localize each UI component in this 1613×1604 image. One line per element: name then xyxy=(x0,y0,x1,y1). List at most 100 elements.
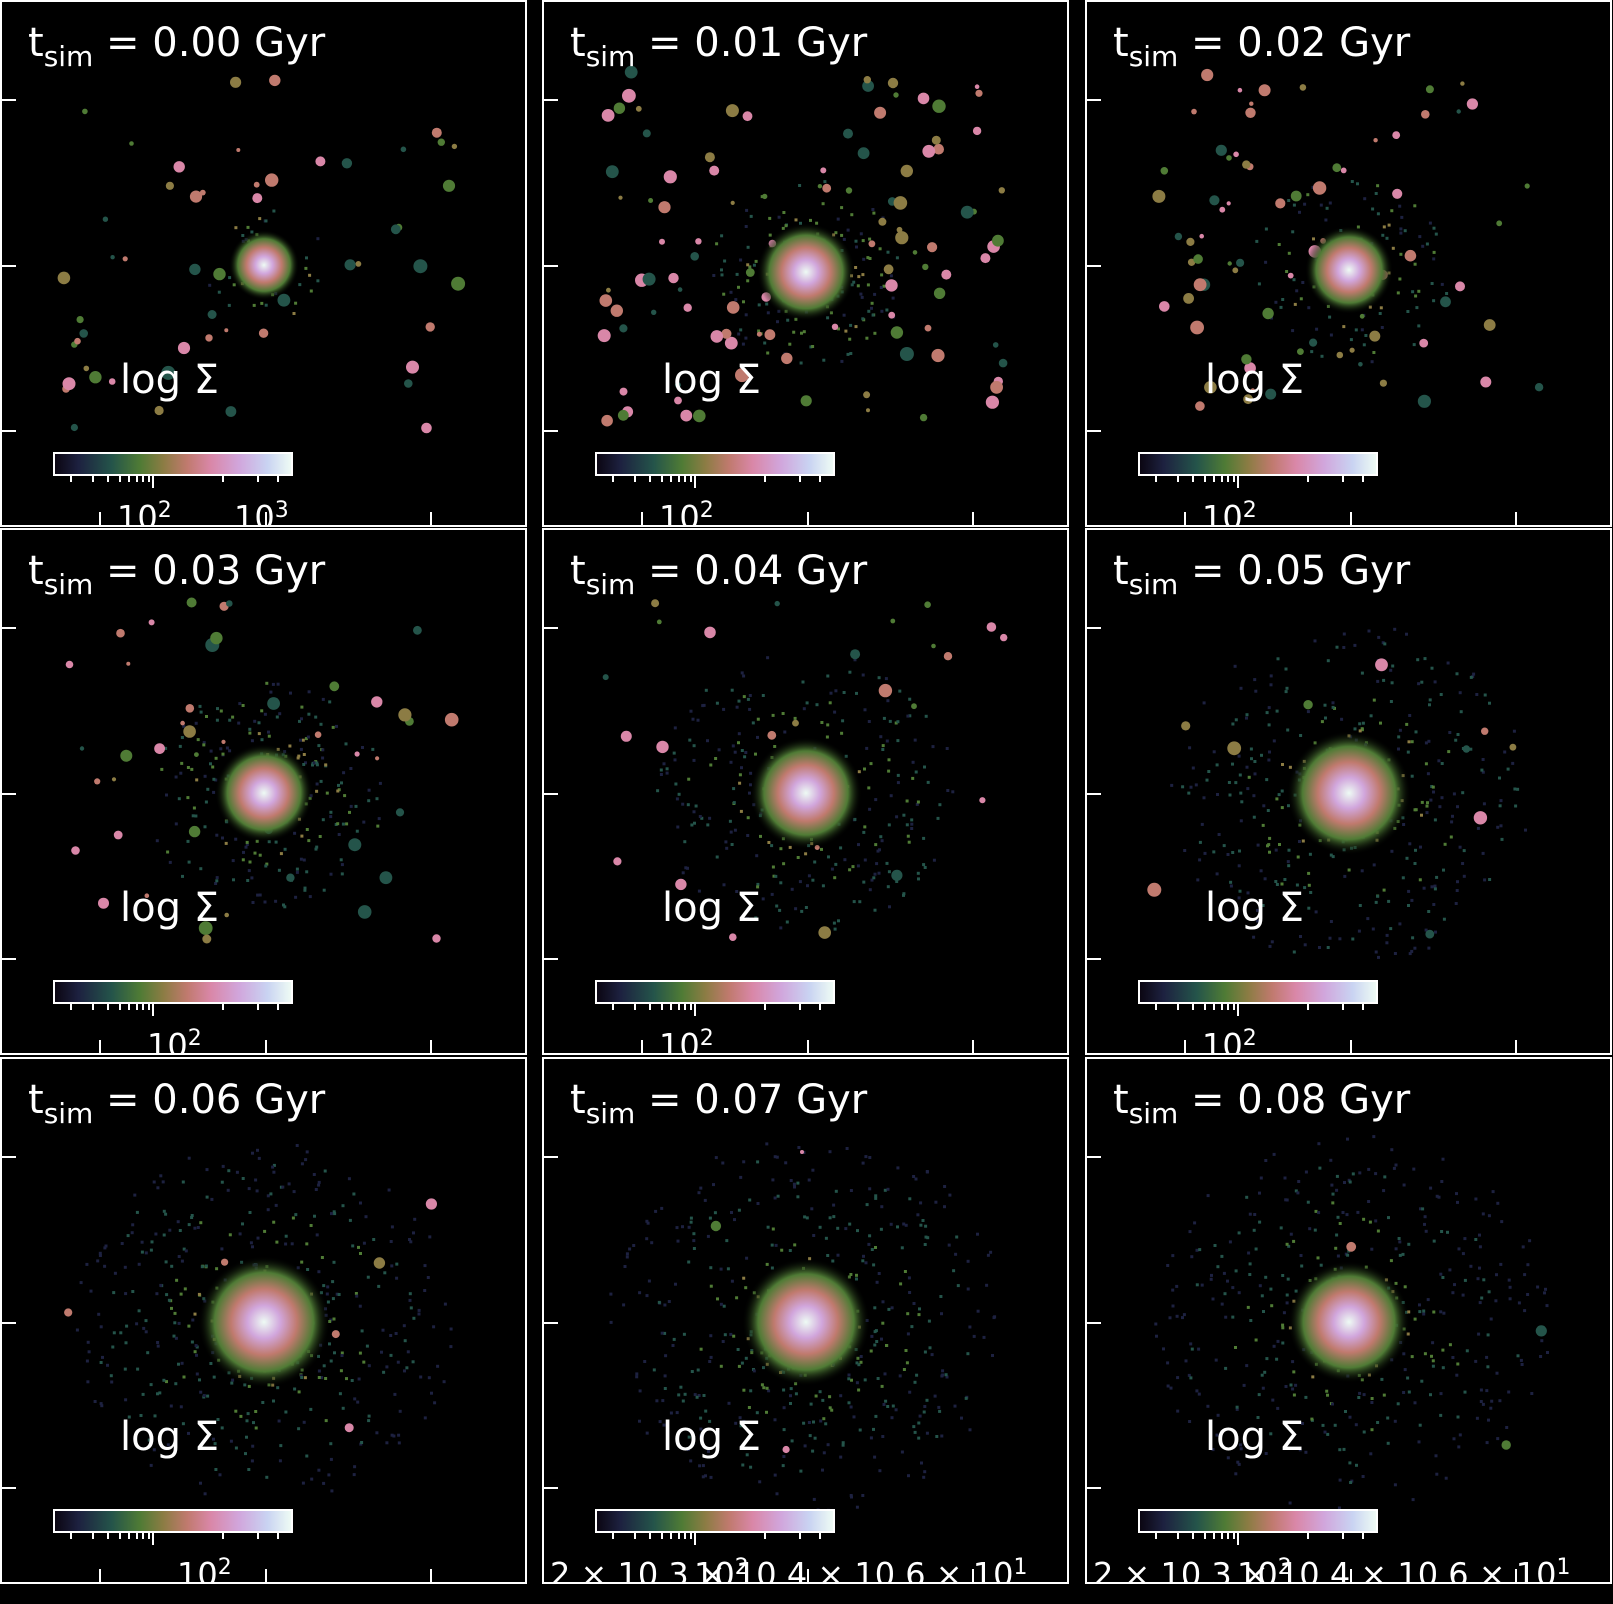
density-speck xyxy=(826,674,830,678)
density-speck xyxy=(780,1248,784,1252)
density-speck xyxy=(699,1347,703,1351)
density-speck xyxy=(756,717,760,721)
density-speck xyxy=(1494,1299,1498,1303)
density-clump xyxy=(1186,237,1195,246)
density-speck xyxy=(677,1393,681,1397)
density-speck xyxy=(819,1419,823,1423)
density-speck xyxy=(1423,1222,1426,1226)
density-speck xyxy=(836,1253,840,1257)
density-speck xyxy=(1190,1255,1194,1259)
density-speck xyxy=(442,1380,446,1384)
density-speck xyxy=(144,1330,148,1334)
density-speck xyxy=(385,1441,389,1445)
density-speck xyxy=(1261,904,1265,907)
density-speck xyxy=(277,868,281,872)
density-speck xyxy=(822,1451,826,1455)
density-speck xyxy=(317,1270,321,1274)
axis-tick xyxy=(1184,1569,1186,1582)
density-speck xyxy=(739,1424,743,1428)
density-speck xyxy=(1169,1386,1173,1390)
density-speck xyxy=(271,682,275,686)
density-speck xyxy=(1456,880,1459,884)
density-speck xyxy=(781,712,785,715)
density-speck xyxy=(715,242,719,246)
density-clump xyxy=(1232,267,1239,274)
density-speck xyxy=(765,1262,769,1266)
density-speck xyxy=(732,1334,736,1338)
density-speck xyxy=(766,1225,770,1229)
density-speck xyxy=(1370,1247,1374,1251)
density-speck xyxy=(247,1384,251,1388)
density-speck xyxy=(768,233,772,237)
density-speck xyxy=(1412,1167,1416,1171)
density-speck xyxy=(158,1391,162,1395)
density-speck xyxy=(1446,1230,1449,1234)
density-clump xyxy=(651,309,657,315)
density-speck xyxy=(1474,1359,1478,1363)
density-speck xyxy=(833,927,837,931)
density-speck xyxy=(253,851,257,855)
density-clump xyxy=(314,731,322,738)
density-speck xyxy=(419,1375,423,1379)
axis-tick xyxy=(1087,958,1101,960)
density-speck xyxy=(292,312,296,315)
density-speck xyxy=(1372,863,1376,867)
density-speck xyxy=(1367,1200,1371,1203)
density-speck xyxy=(1393,627,1397,631)
density-speck xyxy=(1427,946,1431,950)
density-speck xyxy=(392,1434,396,1438)
axis-tick xyxy=(1087,1322,1101,1324)
density-speck xyxy=(802,330,806,334)
density-speck xyxy=(910,1325,914,1329)
density-speck xyxy=(265,862,269,866)
density-speck xyxy=(1239,1447,1243,1451)
tick-exponent: 1 xyxy=(1013,1555,1028,1580)
density-speck xyxy=(1481,851,1485,855)
density-speck xyxy=(247,869,251,873)
density-speck xyxy=(1256,908,1259,912)
density-speck xyxy=(866,283,870,287)
density-speck xyxy=(708,1419,712,1423)
density-speck xyxy=(317,1180,321,1184)
density-speck xyxy=(1348,1180,1352,1184)
density-speck xyxy=(1387,899,1391,903)
density-speck xyxy=(654,1209,658,1213)
density-clump xyxy=(331,1330,340,1339)
density-clump xyxy=(207,310,217,319)
density-speck xyxy=(1369,714,1373,718)
density-speck xyxy=(877,1272,881,1275)
density-speck xyxy=(1391,664,1395,668)
density-speck xyxy=(1329,920,1333,923)
density-speck xyxy=(1495,1273,1498,1277)
density-speck xyxy=(1544,1287,1547,1291)
density-speck xyxy=(194,814,198,818)
density-speck xyxy=(746,816,750,820)
density-speck xyxy=(717,748,721,752)
density-speck xyxy=(848,337,852,341)
density-speck xyxy=(1469,1264,1473,1268)
density-speck xyxy=(841,719,845,723)
density-speck xyxy=(1432,1239,1436,1243)
density-speck xyxy=(908,1197,912,1201)
density-speck xyxy=(662,1423,666,1427)
density-speck xyxy=(912,1425,916,1429)
density-clump xyxy=(862,80,874,92)
density-speck xyxy=(304,761,307,765)
density-speck xyxy=(1441,1348,1445,1352)
density-speck xyxy=(1233,664,1237,668)
density-speck xyxy=(1318,1166,1322,1170)
axis-tick xyxy=(544,1322,558,1324)
density-speck xyxy=(935,1435,939,1438)
density-speck xyxy=(1212,850,1216,854)
density-speck xyxy=(266,1208,270,1212)
density-speck xyxy=(870,301,874,305)
density-speck xyxy=(1431,1364,1435,1368)
density-speck xyxy=(263,1229,267,1233)
density-speck xyxy=(322,1481,326,1485)
density-speck xyxy=(1276,1339,1280,1343)
density-speck xyxy=(1413,1317,1417,1321)
density-speck xyxy=(337,1293,341,1296)
density-speck xyxy=(681,802,685,806)
density-speck xyxy=(187,1431,190,1435)
density-speck xyxy=(872,1427,875,1431)
